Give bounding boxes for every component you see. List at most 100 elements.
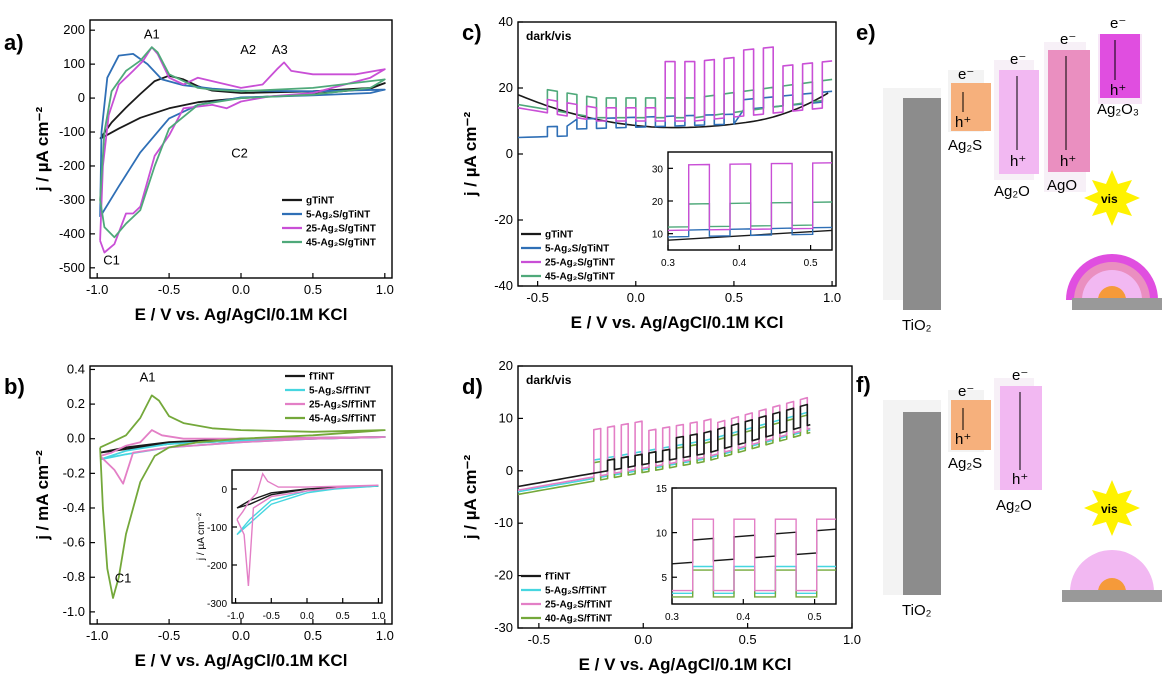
- ag2s-band-f: [951, 400, 991, 450]
- y-tick-label: -200: [207, 561, 227, 572]
- annotation-label: C1: [115, 570, 132, 585]
- y-tick-label: 30: [652, 164, 664, 175]
- y-tick-label: 10: [656, 529, 668, 540]
- ag2o3-electron-e: e⁻: [1110, 15, 1126, 32]
- y-tick-label: -0.2: [63, 465, 85, 480]
- panel-label-e: e): [856, 20, 876, 45]
- y-tick-label: -100: [207, 523, 227, 534]
- chart-a: -1.0 -0.5 0.0 0.5 1.0 -500 -400 -300 -200 -100 0 10…: [33, 19, 394, 324]
- annotation-label: A1: [140, 370, 156, 385]
- y-tick-label: 0: [506, 146, 513, 161]
- legend-entry: 5-Ag₂S/fTiNT: [545, 586, 606, 597]
- legend-entry: 40-Ag₂S/fTiNT: [545, 614, 612, 625]
- x-tick-label: 0.5: [304, 282, 322, 297]
- x-tick-label: 0.3: [665, 612, 679, 623]
- legend-entry: 5-Ag₂S/gTiNT: [545, 244, 609, 255]
- x-axis-label: E / V vs. Ag/AgCl/0.1M KCl: [579, 655, 792, 674]
- plot-frame: [231, 469, 383, 604]
- x-tick-label: 1.0: [376, 282, 394, 297]
- x-tick-label: 1.0: [823, 290, 841, 305]
- ag2s-label-f: Ag₂S: [948, 455, 982, 472]
- ago-band-e: [1048, 50, 1090, 172]
- x-tick-label: 0.0: [634, 632, 652, 647]
- panel-label-b: b): [4, 374, 25, 399]
- x-tick-label: 0.0: [232, 628, 250, 643]
- ag2o-shell-e: [1082, 270, 1142, 300]
- inset-series-line: [667, 226, 833, 238]
- ag2o-label-e: Ag₂O: [994, 183, 1030, 200]
- series-line: [517, 46, 833, 122]
- x-tick-label: 1.0: [371, 611, 385, 622]
- y-tick-label: 40: [499, 14, 513, 29]
- ag2s-hole-f: h⁺: [955, 431, 971, 448]
- x-tick-label: -0.5: [263, 611, 281, 622]
- y-tick-label: -200: [59, 158, 85, 173]
- x-tick-label: 0.5: [739, 632, 757, 647]
- y-tick-label: -0.6: [63, 535, 85, 550]
- y-tick-label: -1.0: [63, 604, 85, 619]
- x-tick-label: 0.0: [232, 282, 250, 297]
- x-tick-label: -0.5: [158, 628, 180, 643]
- y-tick-label: -400: [59, 226, 85, 241]
- series-line: [99, 46, 386, 239]
- y-axis-label: j / mA cm⁻²: [33, 450, 52, 541]
- y-tick-label: 20: [652, 197, 664, 208]
- y-tick-label: -40: [494, 278, 513, 293]
- plot-frame: [671, 487, 837, 605]
- ag2o-band-e: [999, 70, 1039, 174]
- ago-label-e: AgO: [1047, 177, 1077, 194]
- y-tick-label: 0.2: [67, 396, 85, 411]
- series-line: [517, 92, 829, 129]
- vis-label-f: vis: [1101, 502, 1118, 516]
- y-tick-label: 100: [63, 56, 85, 71]
- x-tick-label: 0.5: [804, 258, 818, 269]
- x-axis-label: E / V vs. Ag/AgCl/0.1M KCl: [571, 313, 784, 332]
- ag2o3-hole-e: h⁺: [1110, 82, 1126, 99]
- y-tick-label: 20: [499, 358, 513, 373]
- annotation-label: A3: [272, 42, 288, 57]
- y-tick-label: -0.4: [63, 500, 85, 515]
- chart-b: -1.0 -0.5 0.0 0.5 1.0 -1.0 -0.8 -0.6 -0.4 -0.2 0.0…: [33, 361, 394, 670]
- panel-label-f: f): [856, 372, 871, 397]
- ago-hole-e: h⁺: [1060, 153, 1076, 170]
- x-tick-label: -1.0: [86, 628, 108, 643]
- y-axis-label: j / µA cm⁻²: [196, 512, 207, 561]
- panel-label-c: c): [462, 20, 482, 45]
- series-line: [99, 394, 386, 599]
- x-tick-label: 0.0: [300, 611, 314, 622]
- y-axis-label: j / µA cm⁻²: [461, 112, 480, 198]
- ag2o3-label-e: Ag₂O₃: [1097, 101, 1139, 118]
- ag2s-hole-e: h⁺: [955, 114, 971, 131]
- y-tick-label: 0: [221, 485, 227, 496]
- x-tick-label: -1.0: [86, 282, 108, 297]
- x-tick-label: 0.4: [732, 258, 746, 269]
- x-tick-label: 0.5: [725, 290, 743, 305]
- x-tick-label: -0.5: [526, 290, 548, 305]
- annotation-label: C1: [103, 252, 120, 267]
- y-tick-label: 15: [656, 484, 668, 495]
- tio2-band-f: [903, 412, 941, 595]
- ag2o-shell-f: [1070, 550, 1154, 592]
- legend-entry: 45-Ag₂S/gTiNT: [306, 238, 376, 249]
- ag2o-label-f: Ag₂O: [996, 497, 1032, 514]
- chart-d: -0.5 0.0 0.5 1.0 -30 -20 -10 0 10 20 E / V vs. Ag/…: [461, 358, 861, 674]
- ag2o-electron-e: e⁻: [1010, 51, 1026, 68]
- y-tick-label: 10: [499, 410, 513, 425]
- panel-label-a: a): [4, 30, 24, 55]
- chart-c: -0.5 0.0 0.5 1.0 -40 -20 0 20 40 E / V vs. Ag/AgC…: [461, 14, 841, 332]
- y-tick-label: -30: [494, 620, 513, 635]
- x-tick-label: -1.0: [227, 611, 245, 622]
- tio2-label-e: TiO₂: [902, 317, 932, 334]
- legend-entry: fTiNT: [545, 572, 570, 583]
- legend-entry: gTiNT: [545, 230, 573, 241]
- x-tick-label: 0.0: [627, 290, 645, 305]
- tio2-band: [903, 98, 941, 310]
- sun-icon-e: [1084, 170, 1140, 226]
- y-tick-label: 10: [652, 230, 664, 241]
- ag2o-hole-e: h⁺: [1010, 153, 1026, 170]
- band-diagram-e: TiO₂ e⁻ h⁺ Ag₂S e⁻ h⁺ Ag₂O e⁻ h⁺ AgO e⁻ …: [883, 15, 1162, 334]
- x-tick-label: -0.5: [528, 632, 550, 647]
- ag2o3-band-e: [1100, 34, 1140, 98]
- legend-entry: 45-Ag₂S/gTiNT: [545, 272, 615, 283]
